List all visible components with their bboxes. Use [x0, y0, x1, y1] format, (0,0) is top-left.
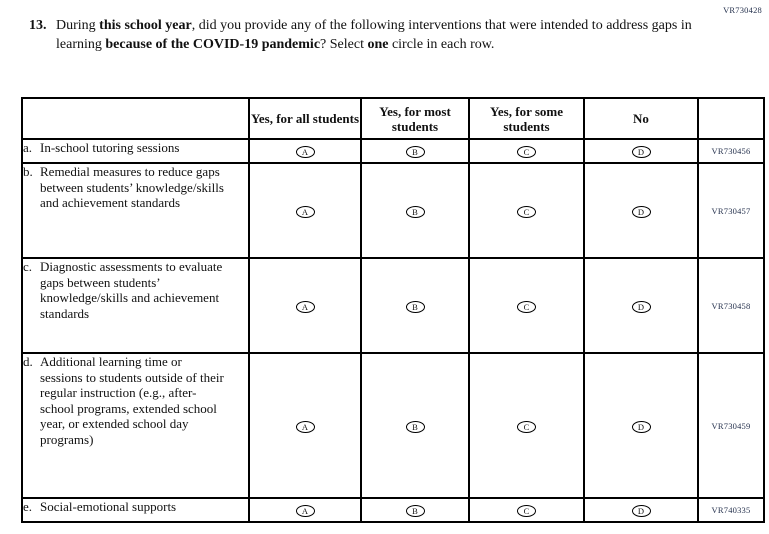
option-cell: D	[583, 138, 699, 164]
column-header-yes-most: Yes, for most students	[360, 97, 470, 140]
option-cell: D	[583, 497, 699, 523]
answer-bubble-b[interactable]: B	[405, 205, 425, 218]
answer-bubble-c[interactable]: C	[517, 300, 536, 313]
answer-bubble-c[interactable]: C	[517, 420, 536, 433]
table-row-d: d. Additional learning time or sessions t…	[21, 352, 765, 499]
option-cell: B	[360, 162, 470, 259]
row-variable-code: VR730459	[697, 352, 765, 499]
answer-bubble-b[interactable]: B	[405, 146, 425, 159]
row-label: d. Additional learning time or sessions t…	[21, 352, 250, 499]
row-label: a. In-school tutoring sessions	[21, 138, 250, 164]
answer-bubble-d[interactable]: D	[631, 300, 651, 313]
answer-bubble-a[interactable]: A	[295, 420, 315, 433]
option-cell: A	[248, 138, 362, 164]
option-cell: A	[248, 497, 362, 523]
answer-bubble-b[interactable]: B	[405, 300, 425, 313]
option-cell: B	[360, 138, 470, 164]
table-row-e: e. Social-emotional supports A B C D VR74…	[21, 497, 765, 523]
row-label: c. Diagnostic assessments to evaluate gap…	[21, 257, 250, 354]
row-label: e. Social-emotional supports	[21, 497, 250, 523]
answer-bubble-b[interactable]: B	[405, 420, 425, 433]
table-row-c: c. Diagnostic assessments to evaluate gap…	[21, 257, 765, 354]
option-cell: D	[583, 352, 699, 499]
answer-bubble-a[interactable]: A	[295, 205, 315, 218]
option-cell: C	[468, 257, 585, 354]
answer-bubble-a[interactable]: A	[295, 300, 315, 313]
row-variable-code: VR730457	[697, 162, 765, 259]
answer-bubble-a[interactable]: A	[295, 505, 315, 518]
option-cell: D	[583, 162, 699, 259]
column-header-yes-all: Yes, for all students	[248, 97, 362, 140]
interventions-table: Yes, for all students Yes, for most stud…	[21, 97, 765, 523]
table-row-a: a. In-school tutoring sessions A B C D VR…	[21, 138, 765, 164]
answer-bubble-a[interactable]: A	[295, 146, 315, 159]
answer-bubble-d[interactable]: D	[631, 505, 651, 518]
row-variable-code: VR730456	[697, 138, 765, 164]
question-text: During this school year, did you provide…	[56, 18, 692, 52]
option-cell: C	[468, 352, 585, 499]
option-cell: D	[583, 257, 699, 354]
row-variable-code: VR730458	[697, 257, 765, 354]
option-cell: A	[248, 257, 362, 354]
answer-bubble-d[interactable]: D	[631, 146, 651, 159]
option-cell: B	[360, 497, 470, 523]
answer-bubble-c[interactable]: C	[517, 205, 536, 218]
question-number: 13.	[29, 18, 47, 33]
option-cell: C	[468, 497, 585, 523]
option-cell: A	[248, 162, 362, 259]
table-header-row: Yes, for all students Yes, for most stud…	[21, 97, 765, 140]
question-block: 13. During this school year, did you pro…	[29, 16, 719, 54]
option-cell: C	[468, 162, 585, 259]
option-cell: B	[360, 257, 470, 354]
table-row-b: b. Remedial measures to reduce gaps betwe…	[21, 162, 765, 259]
row-variable-code: VR740335	[697, 497, 765, 523]
answer-bubble-b[interactable]: B	[405, 505, 425, 518]
page-variable-code: VR730428	[723, 5, 762, 15]
answer-bubble-c[interactable]: C	[517, 146, 536, 159]
empty-header-cell	[21, 97, 250, 140]
column-header-yes-some: Yes, for some students	[468, 97, 585, 140]
row-label: b. Remedial measures to reduce gaps betwe…	[21, 162, 250, 259]
answer-bubble-d[interactable]: D	[631, 420, 651, 433]
empty-code-header-cell	[697, 97, 765, 140]
answer-bubble-c[interactable]: C	[517, 505, 536, 518]
answer-bubble-d[interactable]: D	[631, 205, 651, 218]
option-cell: B	[360, 352, 470, 499]
option-cell: A	[248, 352, 362, 499]
option-cell: C	[468, 138, 585, 164]
column-header-no: No	[583, 97, 699, 140]
